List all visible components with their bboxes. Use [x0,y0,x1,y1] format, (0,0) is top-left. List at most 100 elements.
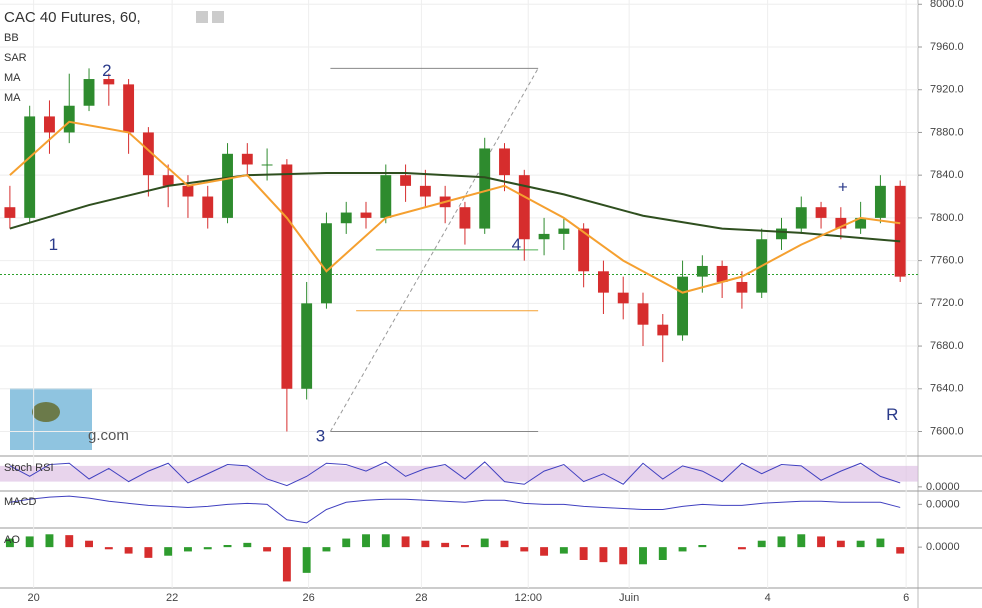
x-tick-label: 22 [166,592,178,604]
ao-bar [144,547,153,558]
x-tick-label: 20 [28,592,40,604]
y-tick-label: 0.0000 [926,541,960,553]
ao-bar [460,545,469,548]
candle-body [380,175,392,218]
candle-body [677,276,689,336]
candle-body [400,175,412,186]
x-tick-label: Juin [619,592,639,604]
ao-bar [441,542,450,548]
y-tick-label: 7600.0 [930,425,964,437]
annotation: + [838,177,848,196]
candle-body [696,265,708,277]
ao-bar [302,547,311,573]
indicator-label: BB [4,32,19,44]
candle-body [736,281,748,293]
ao-bar [362,534,370,548]
candle-body [63,105,75,133]
x-tick-label: 26 [303,592,315,604]
annotation: 4 [512,235,521,254]
indicator-label: MA [4,72,21,84]
ao-bar [124,547,133,554]
indicator-label: SAR [4,52,27,64]
candle-body [360,212,372,218]
panel-title: MACD [4,496,36,508]
ao-bar [817,536,826,548]
ao-bar [737,547,746,550]
ao-bar [322,547,331,552]
candle-body [894,185,906,277]
annotation: 2 [102,61,111,80]
y-tick-label: 7680.0 [930,340,964,352]
ao-bar [599,547,608,563]
candle-body [162,175,174,186]
y-tick-label: 7800.0 [930,212,964,224]
candle-body [24,116,36,218]
y-tick-label: 0.0000 [926,498,960,510]
x-tick-label: 12:00 [514,592,542,604]
ao-bar [579,547,588,560]
ao-bar [500,540,509,548]
ao-bar [540,547,549,556]
settings-icon[interactable] [212,11,224,23]
candle-body [241,153,253,165]
ao-bar [164,547,173,556]
candle-body [321,223,332,304]
candle-body [597,271,609,293]
settings-icon[interactable] [196,11,208,23]
indicator-line [9,495,901,524]
candle-body [340,212,352,224]
ao-bar [263,547,272,552]
candle-body [578,228,590,272]
ao-bar [520,547,529,552]
candle-body [103,79,115,85]
candle-body [835,217,847,229]
candle-body [123,84,135,133]
ao-bar [5,538,14,548]
y-tick-label: 7720.0 [930,297,964,309]
candle-body [657,324,669,336]
candle-body [776,228,787,240]
y-tick-label: 7880.0 [930,126,964,138]
ao-bar [757,540,766,548]
candle-body [182,185,194,197]
x-tick-label: 28 [415,592,427,604]
y-tick-label: 7840.0 [930,169,964,181]
chart-title: CAC 40 Futures, 60, [4,9,141,26]
y-tick-label: 7920.0 [930,84,964,96]
ao-bar [203,547,212,550]
watermark: g.com [88,427,129,444]
candle-body [202,196,214,218]
candle-body [261,164,273,166]
candle-body [459,207,471,229]
indicator-line [9,461,901,487]
ao-bar [183,547,192,552]
ao-bar [223,545,232,548]
candle-body [617,292,629,304]
ao-bar [85,540,93,548]
ao-bar [480,538,489,548]
ao-bar [678,547,687,552]
candle-body [4,207,16,218]
candle-body [479,148,491,229]
ao-bar [876,538,885,548]
candle-body [855,217,867,229]
ao-bar [658,547,667,560]
ao-bar [421,540,430,548]
ao-bar [243,542,252,548]
ao-bar [342,538,351,548]
ao-bar [896,547,905,554]
candle-body [301,303,313,389]
candle-body [142,132,154,176]
y-tick-label: 8000.0 [930,0,964,10]
candle-body [83,79,95,106]
ao-bar [25,536,34,548]
ao-bar [65,535,74,548]
x-tick-label: 6 [903,592,909,604]
logo-figure [32,402,60,422]
y-tick-label: 7640.0 [930,383,964,395]
annotation: R [886,405,898,424]
ao-bar [777,536,786,548]
candle-body [44,116,55,133]
ao-bar [619,547,628,565]
